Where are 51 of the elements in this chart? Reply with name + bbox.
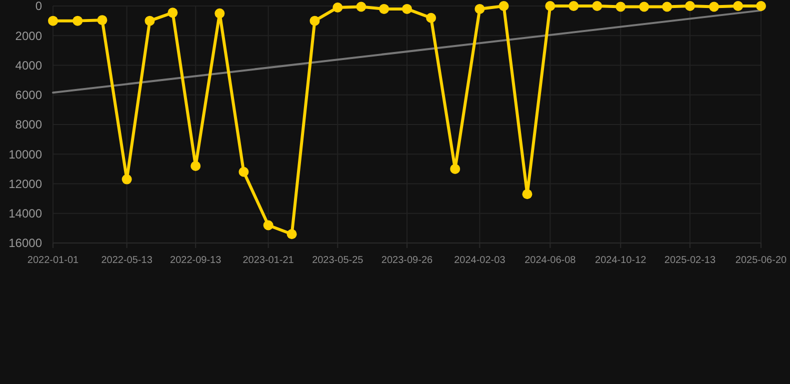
point bbox=[756, 1, 766, 11]
x-tick-label: 2023-09-26 bbox=[381, 255, 434, 266]
point bbox=[709, 2, 720, 12]
point bbox=[48, 16, 58, 26]
point bbox=[238, 166, 249, 177]
point bbox=[474, 4, 485, 14]
point bbox=[356, 2, 366, 12]
point bbox=[214, 8, 225, 18]
point bbox=[263, 220, 274, 230]
y-tick-label: 8000 bbox=[15, 118, 42, 132]
point bbox=[402, 4, 412, 14]
x-tick-label: 2024-06-08 bbox=[524, 255, 576, 266]
y-tick-label: 4000 bbox=[15, 58, 42, 72]
x-tick-label: 2024-02-03 bbox=[454, 255, 506, 266]
point bbox=[286, 229, 297, 240]
point bbox=[97, 15, 108, 26]
y-tick-label: 12000 bbox=[8, 176, 42, 191]
point bbox=[662, 2, 672, 12]
point bbox=[168, 8, 178, 18]
y-tick-label: 0 bbox=[35, 0, 42, 14]
point bbox=[190, 160, 201, 171]
x-tick-label: 2022-09-13 bbox=[170, 255, 222, 266]
x-tick-label: 2025-02-13 bbox=[664, 255, 716, 266]
point bbox=[310, 16, 320, 26]
point bbox=[122, 174, 132, 184]
point bbox=[522, 189, 532, 200]
x-tick-label: 2025-06-20 bbox=[735, 255, 788, 266]
point bbox=[426, 12, 436, 23]
x-tick-label: 2023-05-25 bbox=[312, 255, 364, 266]
point bbox=[379, 4, 390, 14]
point bbox=[72, 16, 83, 26]
y-tick-label: 6000 bbox=[15, 88, 42, 102]
point bbox=[639, 2, 650, 12]
x-tick-label: 2024-10-12 bbox=[595, 255, 647, 266]
point bbox=[545, 1, 556, 11]
point bbox=[616, 2, 626, 12]
x-tick-label: 2022-05-13 bbox=[101, 255, 153, 266]
y-tick-label: 16000 bbox=[8, 236, 42, 250]
point bbox=[592, 1, 602, 11]
y-tick-label: 2000 bbox=[15, 28, 42, 43]
point bbox=[568, 1, 579, 11]
point bbox=[450, 164, 460, 174]
y-tick-label: 10000 bbox=[8, 147, 42, 162]
point bbox=[684, 1, 695, 11]
point bbox=[733, 1, 744, 11]
point bbox=[498, 1, 509, 11]
x-tick-label: 2022-01-01 bbox=[27, 255, 80, 266]
point bbox=[144, 16, 155, 26]
x-tick-label: 2023-01-21 bbox=[242, 255, 294, 266]
y-tick-label: 14000 bbox=[8, 206, 42, 221]
point bbox=[332, 2, 343, 12]
